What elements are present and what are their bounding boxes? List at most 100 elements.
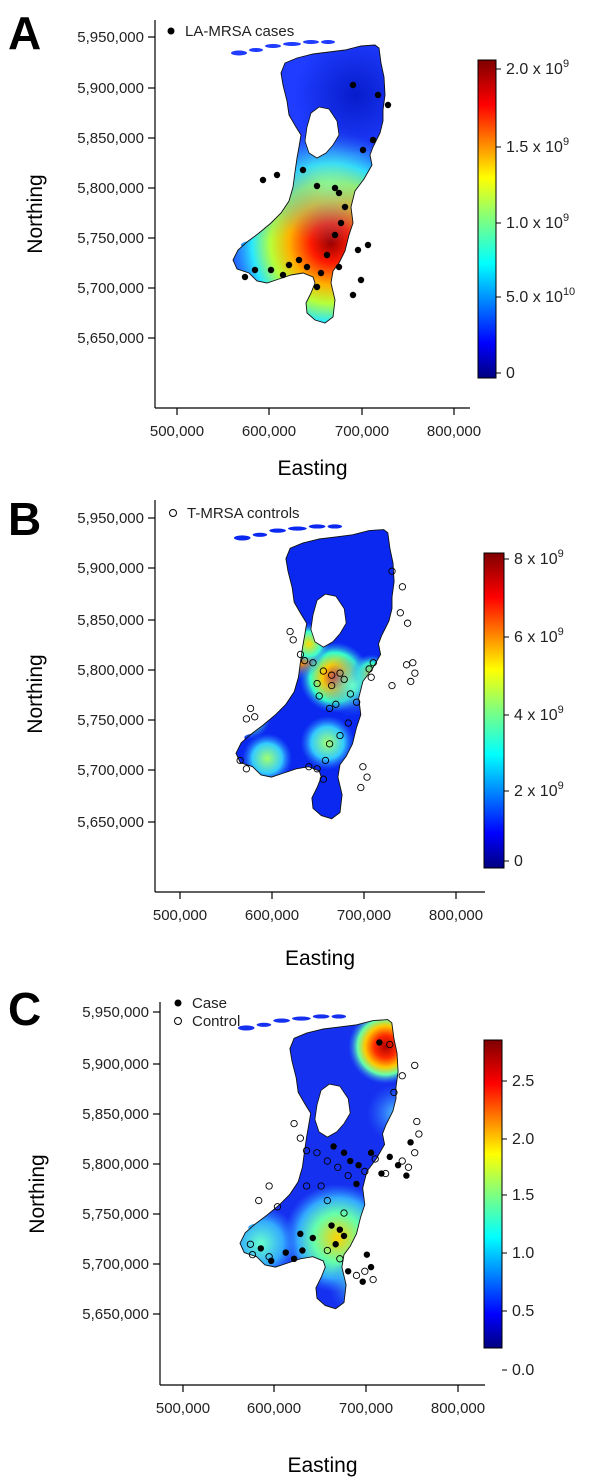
x-tick-label: 600,000 bbox=[247, 1400, 301, 1417]
control-point bbox=[300, 656, 309, 665]
colorbar-label: 5.0 x 1010 bbox=[506, 286, 575, 306]
control-point bbox=[309, 659, 317, 667]
control-point bbox=[319, 667, 328, 675]
map-legend: T-MRSA controls bbox=[169, 505, 300, 522]
control-point bbox=[323, 1196, 332, 1205]
control-point bbox=[369, 1275, 377, 1284]
colorbar-label-exponent: 9 bbox=[558, 548, 564, 560]
density-hotspot bbox=[300, 715, 355, 770]
colorbar-label-base: 8 x 10 bbox=[514, 551, 558, 568]
colorbar-label-base: 5.0 x 10 bbox=[506, 289, 563, 306]
colorbar-label: 6 x 109 bbox=[514, 626, 564, 646]
control-point bbox=[344, 719, 352, 727]
case-point bbox=[337, 219, 345, 227]
legend-case-label: Case bbox=[192, 995, 227, 1012]
case-point bbox=[282, 1249, 289, 1256]
colorbar-label: 8 x 109 bbox=[514, 548, 564, 568]
control-point bbox=[398, 1157, 406, 1165]
case-point bbox=[376, 1039, 383, 1046]
country-outline bbox=[239, 1019, 399, 1310]
colorbar-label-base: 1.0 x 10 bbox=[506, 215, 563, 232]
colorbar-label-base: 6 x 10 bbox=[514, 629, 558, 646]
y-tick-label: 5,650,000 bbox=[82, 1306, 149, 1323]
case-point bbox=[317, 269, 325, 277]
case-point bbox=[241, 273, 249, 281]
control-point bbox=[340, 1209, 348, 1217]
legend-label: LA-MRSA cases bbox=[185, 23, 294, 40]
case-point bbox=[340, 1232, 348, 1240]
control-point bbox=[323, 1157, 332, 1165]
colorbar-label: 1.5 x 109 bbox=[506, 136, 569, 156]
case-point bbox=[331, 184, 339, 192]
control-point bbox=[332, 700, 340, 708]
control-point bbox=[344, 1171, 352, 1180]
control-point bbox=[328, 681, 336, 690]
legend-control-marker bbox=[169, 509, 177, 517]
control-point bbox=[390, 1088, 398, 1097]
control-point bbox=[404, 1163, 413, 1171]
netherlands-map bbox=[231, 40, 392, 324]
case-point bbox=[273, 171, 281, 179]
control-point bbox=[325, 740, 334, 748]
control-point bbox=[319, 775, 328, 783]
colorbar-label: 1.0 bbox=[512, 1245, 534, 1262]
control-point bbox=[402, 661, 411, 669]
color-scale: 2.5 2.0 1.5 1.0 0.5 0.0 bbox=[483, 1039, 534, 1379]
plot-axes: 5,950,000 5,900,000 5,850,000 5,800,000 5,75… bbox=[24, 500, 485, 970]
y-axis-title: Northing bbox=[24, 654, 47, 733]
colorbar-label: 2 x 109 bbox=[514, 780, 564, 800]
colorbar-label-base: 0.5 bbox=[512, 1303, 534, 1320]
case-point bbox=[340, 1149, 348, 1156]
case-point bbox=[297, 1230, 304, 1238]
y-tick-label: 5,800,000 bbox=[82, 1156, 149, 1173]
case-point bbox=[363, 1251, 371, 1258]
case-point bbox=[335, 263, 343, 271]
control-point bbox=[409, 659, 417, 667]
case-point bbox=[330, 1143, 337, 1150]
case-point bbox=[374, 91, 382, 99]
colorbar-label-exponent: 9 bbox=[563, 212, 569, 224]
case-point bbox=[279, 271, 287, 279]
control-point bbox=[361, 1167, 369, 1176]
panel-a: A 5,950,000 5,900,000 5,850,000 5,800,000 5,… bbox=[0, 0, 600, 490]
colorbar-label: 0.5 bbox=[512, 1303, 534, 1320]
colorbar-label-exponent: 9 bbox=[558, 626, 564, 638]
density-hotspot bbox=[392, 641, 395, 684]
country-outline bbox=[232, 44, 386, 324]
control-point bbox=[325, 704, 334, 713]
x-axis-title: Easting bbox=[277, 457, 347, 480]
case-point bbox=[354, 246, 362, 254]
control-point bbox=[323, 1246, 332, 1255]
y-tick-label: 5,900,000 bbox=[77, 560, 144, 577]
y-tick-label: 5,750,000 bbox=[77, 712, 144, 729]
control-point bbox=[273, 1203, 282, 1211]
control-point bbox=[367, 673, 375, 681]
control-point bbox=[336, 669, 344, 677]
map-panel-c: 5,950,000 5,900,000 5,850,000 5,800,000 5,75… bbox=[26, 995, 534, 1477]
case-point bbox=[285, 261, 293, 269]
control-point bbox=[286, 627, 294, 636]
control-point bbox=[396, 609, 404, 617]
y-tick-label: 5,750,000 bbox=[77, 230, 144, 247]
x-tick-label: 700,000 bbox=[339, 1400, 393, 1417]
panel-letter-c: C bbox=[8, 983, 42, 1035]
control-point bbox=[398, 583, 407, 591]
netherlands-map bbox=[237, 1014, 423, 1310]
ijsselmeer-lake bbox=[310, 593, 347, 648]
colorbar-label-base: 2.0 bbox=[512, 1131, 534, 1148]
case-point bbox=[251, 266, 259, 274]
control-point bbox=[386, 1040, 394, 1049]
legend-case-marker bbox=[167, 27, 175, 35]
y-tick-label: 5,850,000 bbox=[77, 612, 144, 629]
case-point bbox=[369, 136, 377, 144]
x-tick-label: 500,000 bbox=[156, 1400, 210, 1417]
control-point bbox=[415, 1130, 423, 1138]
control-point bbox=[411, 1149, 419, 1157]
map-legend: LA-MRSA cases bbox=[167, 23, 294, 40]
plot-axes: 5,950,000 5,900,000 5,850,000 5,800,000 5,75… bbox=[24, 20, 481, 480]
colorbar-label: 0 bbox=[514, 853, 523, 870]
y-tick-label: 5,950,000 bbox=[77, 29, 144, 46]
y-tick-label: 5,750,000 bbox=[82, 1206, 149, 1223]
y-tick-label: 5,850,000 bbox=[82, 1106, 149, 1123]
